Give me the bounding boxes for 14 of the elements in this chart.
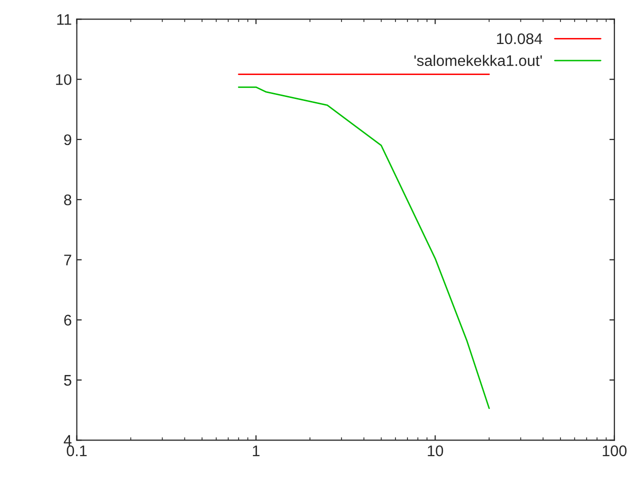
- y-tick-label: 7: [64, 254, 72, 266]
- legend-label: 'salomekekka1.out': [414, 54, 542, 66]
- y-tick-label: 6: [64, 314, 72, 326]
- y-tick-label: 9: [64, 134, 72, 146]
- x-tick-label: 0.1: [66, 445, 87, 456]
- y-tick-label: 4: [64, 435, 72, 446]
- y-tick-label: 8: [64, 194, 72, 206]
- y-tick-label: 5: [64, 375, 72, 386]
- y-tick-label: 11: [57, 14, 72, 25]
- y-tick-label: 10: [56, 74, 72, 86]
- x-tick-label: 10: [428, 445, 444, 456]
- x-tick-label: 100: [602, 445, 627, 456]
- legend-label: 10.084: [497, 33, 542, 44]
- x-tick-label: 1: [252, 446, 260, 456]
